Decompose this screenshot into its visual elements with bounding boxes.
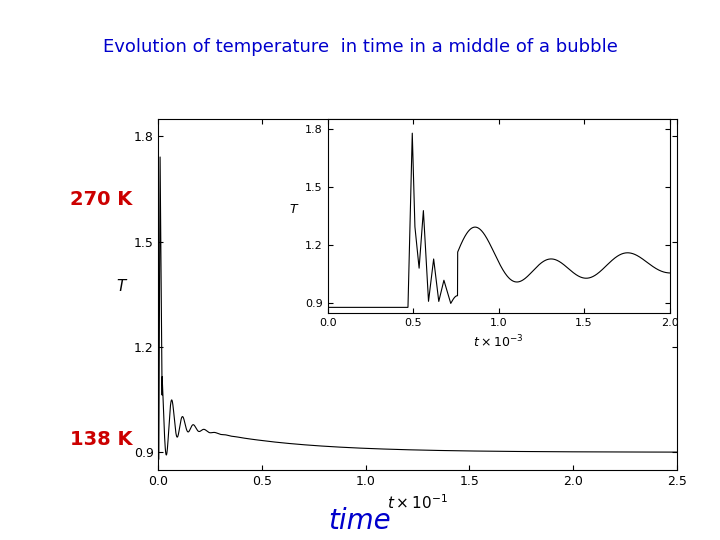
Text: time: time [328, 507, 392, 535]
X-axis label: $t \times 10^{-1}$: $t \times 10^{-1}$ [387, 493, 448, 512]
Y-axis label: $T$: $T$ [117, 278, 129, 294]
Text: 270 K: 270 K [71, 190, 132, 209]
X-axis label: $t \times 10^{-3}$: $t \times 10^{-3}$ [473, 334, 524, 350]
Text: Evolution of temperature  in time in a middle of a bubble: Evolution of temperature in time in a mi… [102, 38, 618, 56]
Y-axis label: $T$: $T$ [289, 203, 299, 216]
Text: 138 K: 138 K [71, 430, 132, 449]
